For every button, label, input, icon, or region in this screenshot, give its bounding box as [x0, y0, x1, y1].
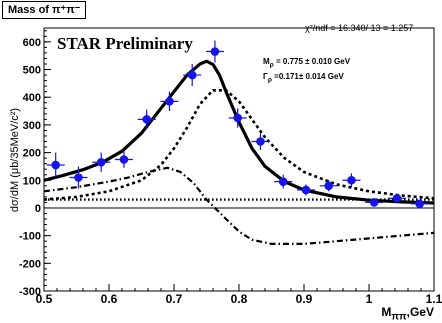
data-point	[278, 177, 288, 186]
fit-curves	[43, 59, 435, 245]
mass-value: = 0.775 ± 0.010 GeV	[276, 57, 351, 66]
width-subscript: ρ	[267, 76, 272, 84]
x-tick-label: 1.1	[426, 292, 442, 306]
fit-info: χ²/ndf = 16.340/ 13 = 1.257	[305, 23, 414, 33]
y-tick-label: 400	[23, 92, 41, 104]
x-tick-label: 0.8	[231, 292, 248, 306]
x-tick-label: 0.5	[36, 292, 53, 306]
x-axis-subscript: ππ	[391, 311, 407, 323]
data-point	[96, 157, 106, 167]
data-point	[142, 115, 151, 124]
x-tick-label: 0.6	[101, 292, 118, 306]
y-tick-label: 500	[23, 65, 41, 77]
data-point	[256, 137, 265, 146]
x-axis-unit: ,GeV	[406, 305, 434, 319]
data-point	[301, 185, 311, 195]
data-point	[187, 70, 197, 80]
data-point	[165, 97, 174, 106]
mass-parameter: Mρ = 0.775 ± 0.010 GeV	[263, 57, 350, 69]
y-tick-label: 300	[23, 120, 41, 132]
width-value: =0.171± 0.014 GeV	[274, 72, 344, 81]
data-point	[51, 160, 60, 170]
mass-subscript: ρ	[269, 61, 274, 69]
x-tick-label: 1	[366, 292, 373, 306]
fit-curve-solid	[43, 59, 435, 205]
y-tick-label: 200	[23, 148, 41, 160]
y-tick-label: 100	[23, 175, 41, 187]
y-tick-label: -200	[19, 258, 41, 270]
data-point	[347, 175, 356, 185]
data-point	[233, 113, 242, 123]
mass-symbol: M	[263, 57, 270, 66]
y-tick-label: -100	[19, 231, 41, 243]
data-points	[46, 40, 429, 209]
x-tick-label: 0.7	[166, 292, 183, 306]
data-point	[324, 181, 334, 191]
y-tick-label: 0	[35, 203, 41, 215]
x-axis-symbol: M	[381, 305, 392, 319]
y-tick-label: -300	[19, 286, 41, 298]
data-point	[210, 47, 220, 56]
width-parameter: Γρ =0.171± 0.014 GeV	[263, 72, 344, 84]
chart-title: Mass of π⁺π⁻	[2, 1, 87, 19]
data-point	[392, 193, 402, 203]
x-axis-label: Mππ,GeV	[381, 305, 434, 322]
x-tick-label: 0.9	[296, 292, 313, 306]
preliminary-label: STAR Preliminary	[57, 34, 193, 53]
width-symbol: Γ	[263, 72, 268, 81]
data-point	[119, 155, 129, 164]
fit-curve-dotted	[43, 89, 435, 201]
axes: 0.5 0.6 0.7 0.8 0.9 1 1.1 -300 -200 -100 0 100 200 30…	[19, 27, 442, 306]
fit-curve-dashdot	[43, 166, 435, 245]
y-tick-label: 600	[23, 37, 41, 49]
data-point	[74, 173, 83, 182]
y-axis-label: dσ/dM (μb/35MeV/c²)	[9, 107, 21, 213]
data-point	[415, 199, 425, 209]
data-point	[369, 198, 379, 207]
